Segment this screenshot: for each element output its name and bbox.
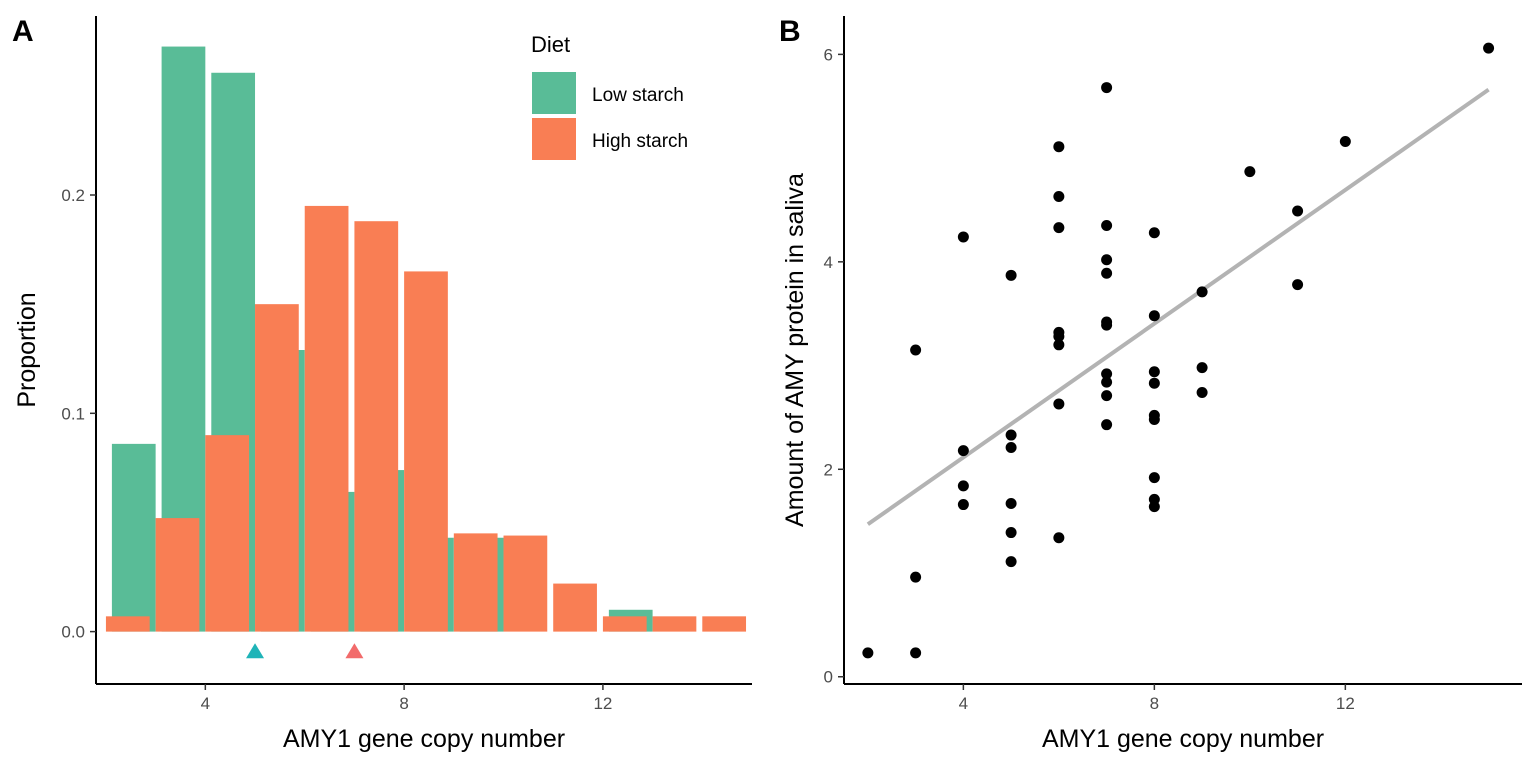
panel-b-axes: 4 8 12 0 2 4 6 bbox=[824, 16, 1522, 713]
panel-a-y-tick-label: 0.2 bbox=[61, 186, 85, 205]
bar-high-starch-14 bbox=[702, 616, 747, 632]
panel-b-y-tick-label: 0 bbox=[824, 668, 833, 687]
panel-a-y-tick-label: 0.0 bbox=[61, 623, 85, 642]
scatter-point bbox=[862, 647, 874, 659]
scatter-point bbox=[1101, 254, 1113, 266]
panel-a-x-tick-label: 8 bbox=[399, 694, 408, 713]
scatter-point bbox=[1196, 387, 1208, 399]
panel-b-x-axis-title: AMY1 gene copy number bbox=[1042, 725, 1324, 753]
scatter-point bbox=[1244, 166, 1256, 178]
scatter-point bbox=[1005, 269, 1017, 281]
bar-high-starch-8 bbox=[404, 271, 448, 632]
panel-a-y-tick-label: 0.1 bbox=[61, 404, 85, 423]
scatter-point bbox=[957, 499, 969, 511]
scatter-point bbox=[1148, 227, 1160, 239]
scatter-point bbox=[1101, 368, 1113, 380]
panel-b-points bbox=[862, 42, 1495, 659]
panel-b-x-tick-label: 4 bbox=[959, 694, 968, 713]
bar-high-starch-4 bbox=[205, 435, 250, 632]
scatter-point bbox=[1053, 532, 1065, 544]
legend-title: Diet bbox=[531, 32, 570, 57]
scatter-point bbox=[1053, 339, 1065, 351]
legend-swatch-high-starch bbox=[532, 118, 576, 160]
panel-a-label: A bbox=[12, 15, 34, 48]
scatter-point bbox=[1005, 429, 1017, 441]
scatter-point bbox=[957, 480, 969, 492]
bar-high-starch-3 bbox=[155, 518, 200, 632]
scatter-point bbox=[1101, 220, 1113, 232]
scatter-point bbox=[1005, 442, 1017, 453]
scatter-point bbox=[1148, 366, 1160, 378]
scatter-point bbox=[1053, 190, 1065, 202]
panel-b-fit-line bbox=[866, 88, 1490, 526]
scatter-point bbox=[1196, 362, 1208, 374]
legend-swatch-low-starch bbox=[532, 72, 576, 114]
bar-low-starch-3 bbox=[111, 443, 156, 632]
legend-label-low-starch: Low starch bbox=[592, 85, 684, 106]
panel-b-x-tick-label: 12 bbox=[1336, 694, 1355, 713]
scatter-point bbox=[1101, 390, 1113, 402]
scatter-point bbox=[1101, 419, 1113, 431]
mean-marker-low-starch bbox=[246, 643, 265, 659]
scatter-point bbox=[1196, 286, 1208, 298]
bar-high-starch-10 bbox=[503, 535, 548, 632]
panel-a-bars bbox=[105, 46, 747, 632]
panel-a-x-tick-label: 12 bbox=[593, 694, 612, 713]
scatter-point bbox=[1148, 501, 1160, 513]
panel-a-x-axis-title: AMY1 gene copy number bbox=[283, 725, 565, 753]
scatter-point bbox=[910, 571, 922, 583]
scatter-point bbox=[1101, 376, 1113, 388]
bar-high-starch-9 bbox=[453, 533, 498, 632]
panel-a-axes: 4 8 12 0.0 0.1 0.2 bbox=[61, 16, 752, 713]
scatter-point bbox=[910, 344, 922, 356]
panel-a-x-tick-label: 4 bbox=[201, 694, 210, 713]
scatter-point bbox=[1053, 331, 1065, 343]
panel-a: A 4 8 12 0.0 0.1 0.2 AMY1 gene copy number Pr… bbox=[12, 15, 752, 753]
scatter-point bbox=[1339, 136, 1351, 148]
scatter-point bbox=[1148, 310, 1160, 322]
scatter-point bbox=[1148, 472, 1160, 484]
panel-b-y-tick-label: 6 bbox=[824, 45, 833, 64]
scatter-point bbox=[1005, 527, 1017, 539]
scatter-point bbox=[910, 647, 922, 659]
panel-b-y-tick-label: 4 bbox=[824, 253, 833, 272]
scatter-point bbox=[1101, 82, 1113, 94]
mean-marker-high-starch bbox=[345, 643, 364, 659]
scatter-point bbox=[957, 445, 969, 457]
bar-high-starch-5 bbox=[255, 304, 299, 632]
scatter-point bbox=[1292, 205, 1304, 217]
bar-high-starch-12 bbox=[602, 616, 647, 632]
panel-b-x-tick-label: 8 bbox=[1150, 694, 1159, 713]
regression-line bbox=[866, 88, 1490, 526]
scatter-point bbox=[1053, 222, 1065, 234]
scatter-point bbox=[1101, 267, 1113, 279]
scatter-point bbox=[1148, 414, 1160, 425]
scatter-point bbox=[1005, 498, 1017, 510]
panel-a-mean-markers bbox=[246, 643, 364, 659]
bar-high-starch-11 bbox=[553, 583, 597, 632]
scatter-point bbox=[1053, 141, 1065, 153]
panel-b-label: B bbox=[779, 15, 801, 48]
panel-b: B 4 8 12 0 2 4 6 AMY1 gene copy number Amount … bbox=[779, 15, 1522, 753]
scatter-point bbox=[1101, 319, 1113, 331]
panel-a-y-axis-title: Proportion bbox=[13, 292, 41, 407]
scatter-point bbox=[1483, 42, 1495, 54]
panel-b-y-tick-label: 2 bbox=[824, 460, 833, 479]
panel-b-y-axis-title: Amount of AMY protein in saliva bbox=[781, 173, 809, 527]
bar-high-starch-2 bbox=[105, 616, 150, 632]
scatter-point bbox=[1292, 279, 1304, 291]
scatter-point bbox=[1148, 377, 1160, 389]
scatter-point bbox=[1053, 398, 1065, 410]
scatter-point bbox=[1005, 556, 1017, 568]
bar-high-starch-6 bbox=[304, 205, 349, 632]
panel-a-legend: Diet Low starch High starch bbox=[531, 32, 688, 160]
scatter-point bbox=[957, 231, 969, 243]
bar-high-starch-7 bbox=[354, 221, 399, 632]
bar-high-starch-13 bbox=[652, 616, 697, 632]
legend-label-high-starch: High starch bbox=[592, 131, 688, 152]
